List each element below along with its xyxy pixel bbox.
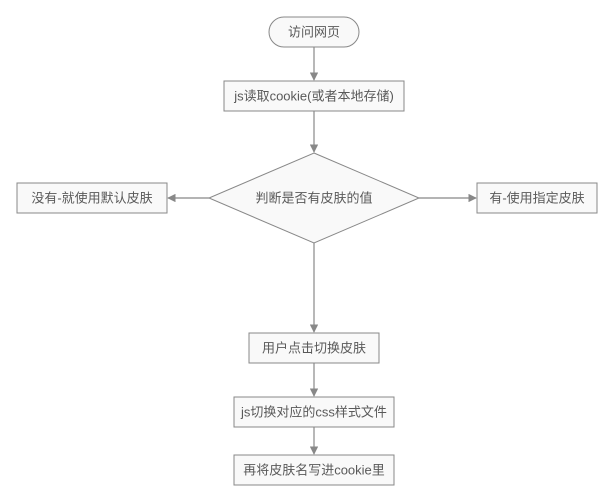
- node-start-label: 访问网页: [288, 24, 340, 39]
- node-write: 再将皮肤名写进cookie里: [234, 455, 394, 485]
- flowchart: 访问网页 js读取cookie(或者本地存储) 判断是否有皮肤的值 没有-就使用…: [0, 0, 605, 502]
- node-swap: js切换对应的css样式文件: [234, 397, 394, 427]
- node-click-label: 用户点击切换皮肤: [262, 340, 366, 355]
- node-use: 有-使用指定皮肤: [477, 183, 597, 213]
- node-swap-label: js切换对应的css样式文件: [240, 404, 387, 419]
- node-default: 没有-就使用默认皮肤: [17, 183, 167, 213]
- node-use-label: 有-使用指定皮肤: [489, 190, 584, 205]
- node-decide: 判断是否有皮肤的值: [209, 153, 419, 243]
- node-read: js读取cookie(或者本地存储): [224, 81, 404, 111]
- node-write-label: 再将皮肤名写进cookie里: [243, 462, 385, 477]
- node-start: 访问网页: [269, 17, 359, 47]
- node-click: 用户点击切换皮肤: [249, 333, 379, 363]
- node-read-label: js读取cookie(或者本地存储): [233, 88, 394, 103]
- node-default-label: 没有-就使用默认皮肤: [31, 190, 152, 205]
- node-decide-label: 判断是否有皮肤的值: [255, 190, 372, 205]
